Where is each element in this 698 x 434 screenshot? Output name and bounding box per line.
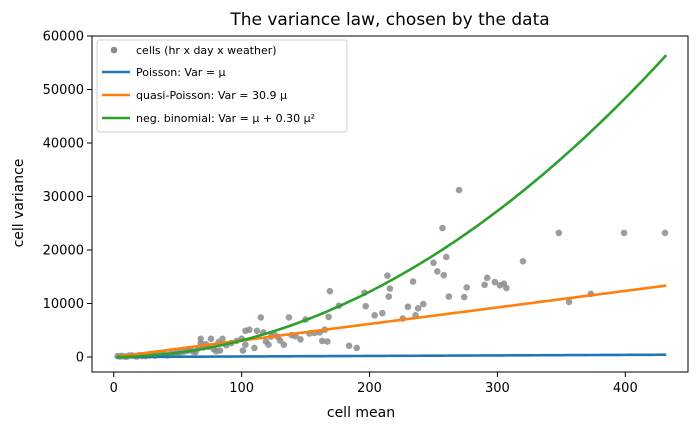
scatter-point (251, 344, 258, 352)
scatter-point (239, 347, 247, 354)
scatter-points (114, 186, 669, 361)
scatter-point (483, 274, 491, 282)
scatter-point (414, 305, 422, 312)
scatter-point (324, 338, 331, 345)
scatter-point (280, 341, 288, 349)
scatter-point (404, 303, 412, 311)
scatter-point (297, 336, 304, 343)
scatter-point (430, 259, 437, 267)
series-line-negbin (116, 54, 668, 359)
scatter-point (439, 224, 446, 232)
y-axis-label: cell variance (11, 159, 27, 248)
y-tick-label: 20000 (43, 244, 84, 259)
legend-label: neg. binomial: Var = μ + 0.30 μ² (136, 112, 315, 125)
x-tick-label: 0 (110, 381, 118, 396)
scatter-point (325, 313, 332, 321)
scatter-point (362, 302, 370, 310)
y-tick-label: 30000 (43, 190, 84, 205)
scatter-point (455, 186, 463, 194)
scatter-point (197, 335, 205, 343)
scatter-point (276, 337, 284, 344)
y-tick-label: 50000 (43, 83, 84, 98)
scatter-point (419, 300, 427, 308)
scatter-point (242, 341, 249, 349)
scatter-point (385, 293, 393, 300)
x-tick-label: 100 (229, 381, 254, 396)
scatter-point (207, 335, 215, 343)
x-tick-label: 400 (613, 381, 638, 396)
scatter-point (519, 257, 527, 265)
scatter-point (216, 347, 224, 354)
scatter-point (353, 344, 361, 352)
scatter-point (565, 298, 573, 306)
legend-label: quasi-Poisson: Var = 30.9 μ (136, 89, 287, 102)
legend-label: cells (hr x day x weather) (136, 44, 277, 57)
fit-lines (116, 54, 668, 359)
y-tick-label: 0 (76, 351, 84, 366)
scatter-point (257, 314, 265, 321)
scatter-point (219, 335, 226, 343)
scatter-point (285, 314, 293, 321)
legend: cells (hr x day x weather) Poisson: Var =… (96, 39, 348, 133)
scatter-point (434, 268, 441, 275)
legend-box (96, 39, 348, 133)
scatter-point (246, 326, 253, 334)
scatter-point (379, 309, 386, 317)
scatter-point (463, 284, 471, 291)
scatter-point (661, 229, 669, 237)
x-tick-label: 300 (485, 381, 510, 396)
scatter-point (265, 341, 272, 349)
series-line-quasipoisson (116, 284, 667, 358)
scatter-point (481, 281, 488, 289)
scatter-point (386, 285, 394, 292)
legend-label: Poisson: Var = μ (136, 66, 226, 79)
y-tick-label: 40000 (43, 137, 84, 152)
y-axis-ticks: 0 10000 20000 30000 40000 50000 60000 (43, 30, 92, 366)
scatter-point (326, 287, 334, 295)
scatter-point (445, 293, 453, 300)
scatter-point (503, 284, 510, 292)
scatter-point (371, 311, 378, 319)
scatter-point (384, 272, 391, 279)
series-line-poisson (116, 353, 667, 359)
scatter-point (345, 342, 353, 350)
y-tick-label: 10000 (43, 297, 84, 312)
scatter-point (409, 278, 417, 285)
chart-title: The variance law, chosen by the data (229, 10, 549, 30)
x-axis-ticks: 0 100 200 300 400 (110, 372, 638, 396)
x-axis-label: cell mean (327, 405, 395, 421)
y-tick-label: 60000 (43, 30, 84, 45)
plot-area-frame (91, 35, 689, 373)
scatter-point (440, 271, 448, 279)
legend-marker (110, 46, 118, 54)
scatter-point (491, 278, 499, 286)
x-tick-label: 200 (357, 381, 382, 396)
scatter-point (620, 229, 628, 237)
scatter-point (555, 229, 563, 237)
scatter-point (318, 337, 326, 345)
scatter-point (442, 253, 450, 261)
scatter-point (253, 327, 261, 335)
scatter-point (460, 293, 468, 301)
